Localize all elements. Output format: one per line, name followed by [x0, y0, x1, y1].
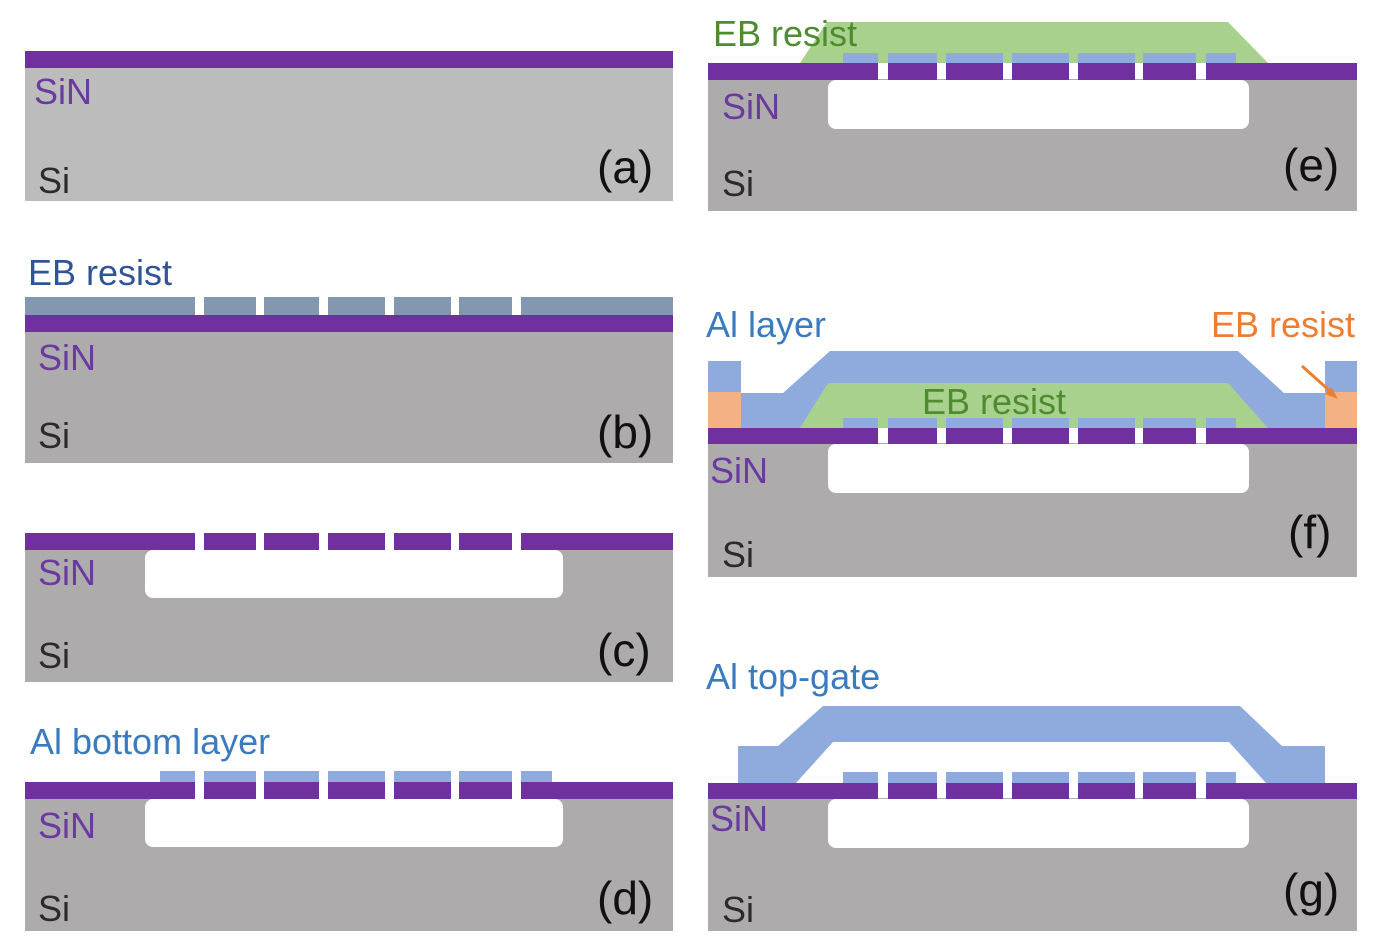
step-label-c: (c)	[597, 624, 651, 676]
si-label: Si	[722, 889, 754, 930]
sin-layer	[25, 51, 673, 68]
step-label-a: (a)	[597, 141, 653, 193]
cavity	[828, 799, 1249, 848]
sin-membrane	[25, 782, 673, 799]
panel-d: Al bottom layer SiN Si (d)	[25, 721, 673, 931]
step-label-b: (b)	[597, 406, 653, 458]
sin-label: SiN	[710, 450, 768, 491]
eb-resist-orange-left	[708, 392, 741, 428]
panel-c: SiN Si (c)	[25, 533, 673, 682]
step-label-d: (d)	[597, 872, 653, 924]
step-label-f: (f)	[1288, 506, 1331, 558]
panel-b: EB resist SiN Si (b)	[25, 252, 673, 463]
step-label-g: (g)	[1283, 864, 1339, 916]
eb-resist-pattern	[25, 297, 673, 315]
sin-label: SiN	[38, 552, 96, 593]
arrow	[1300, 364, 1333, 394]
sin-membrane	[25, 533, 673, 550]
panel-f: Al layer EB resist EB resist SiN Si (f)	[706, 304, 1357, 577]
panel-e: EB resist SiN Si (e)	[708, 13, 1357, 211]
sin-membrane	[708, 63, 1357, 80]
cavity	[828, 444, 1249, 493]
eb-resist-label: EB resist	[28, 252, 172, 293]
eb-resist-green-label: EB resist	[922, 381, 1066, 422]
eb-resist-green	[800, 383, 1268, 428]
panel-a: SiN Si (a)	[25, 51, 673, 201]
eb-resist-label: EB resist	[713, 13, 857, 54]
cavity	[828, 80, 1249, 129]
al-top-gate	[738, 706, 1325, 783]
eb-resist-green	[800, 22, 1268, 63]
si-label: Si	[38, 160, 70, 201]
sin-label: SiN	[710, 798, 768, 839]
al-top-gate-label: Al top-gate	[706, 656, 880, 697]
step-label-e: (e)	[1283, 139, 1339, 191]
sin-label: SiN	[34, 71, 92, 112]
sin-label: SiN	[38, 337, 96, 378]
cavity	[145, 799, 563, 847]
al-layer-label: Al layer	[706, 304, 826, 345]
cavity	[145, 550, 563, 598]
arrow-head	[1325, 387, 1338, 399]
si-label: Si	[38, 635, 70, 676]
sin-label: SiN	[722, 86, 780, 127]
si-label: Si	[38, 888, 70, 929]
al-bottom-layer	[843, 772, 1236, 783]
al-bottom-layer	[843, 418, 1236, 428]
al-bottom-layer-label: Al bottom layer	[30, 721, 270, 762]
si-substrate	[25, 68, 673, 201]
eb-resist-orange-label: EB resist	[1211, 304, 1355, 345]
sin-layer	[25, 315, 673, 332]
si-label: Si	[722, 163, 754, 204]
sin-membrane	[708, 783, 1357, 799]
si-substrate	[25, 331, 673, 463]
al-bottom-layer	[160, 771, 552, 782]
si-label: Si	[38, 415, 70, 456]
sin-membrane	[708, 428, 1357, 444]
al-layer-left-cap	[708, 361, 741, 392]
panel-g: Al top-gate SiN Si (g)	[706, 656, 1357, 931]
al-bottom-layer	[843, 53, 1236, 63]
al-layer-right-cap	[1325, 361, 1357, 392]
si-label: Si	[722, 534, 754, 575]
eb-resist-orange-right	[1325, 392, 1357, 428]
sin-label: SiN	[38, 805, 96, 846]
